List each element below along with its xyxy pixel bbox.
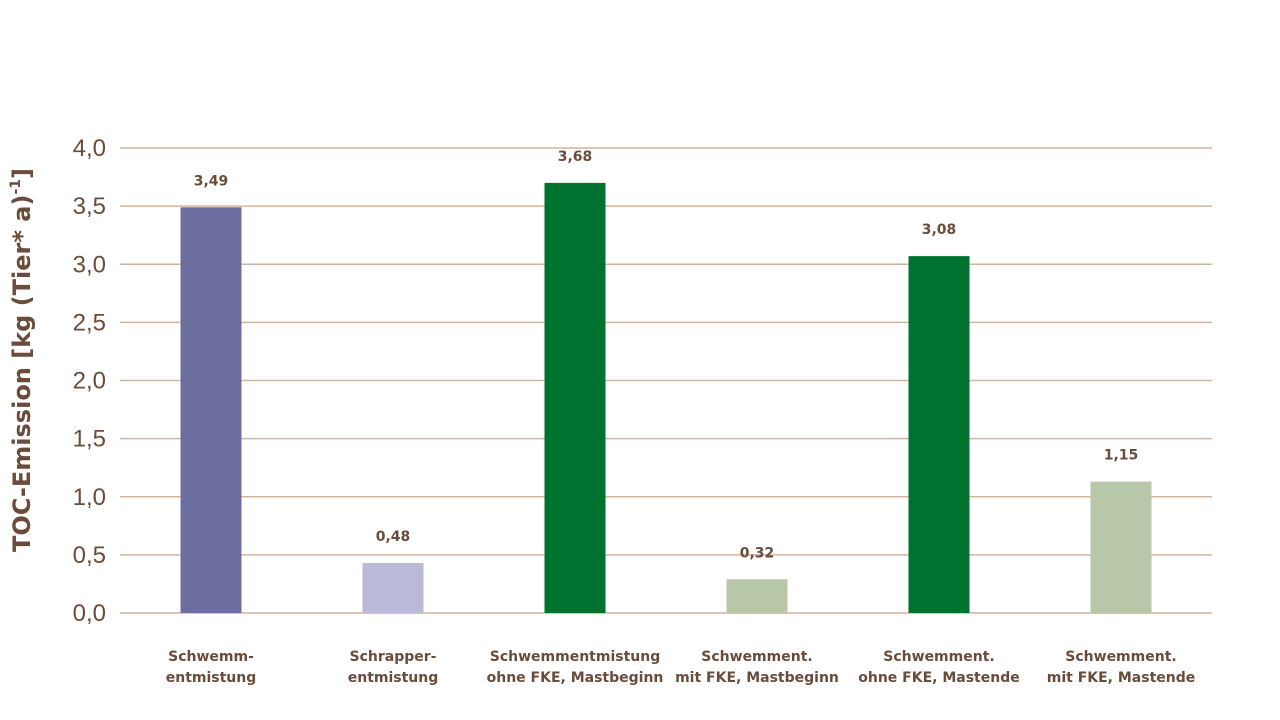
category-label: Schwemm-entmistung <box>166 649 257 686</box>
data-label: 1,15 <box>1104 448 1139 464</box>
category-label-line: mit FKE, Mastende <box>1047 670 1196 686</box>
category-labels: Schwemm-entmistungSchrapper-entmistungSc… <box>166 649 1196 686</box>
category-label-line: entmistung <box>348 670 439 686</box>
category-label-line: Schwemmentmistung <box>490 649 660 665</box>
y-axis-title: TOC-Emission [kg (Tier* a)-1] <box>8 168 36 552</box>
category-label-line: Schwemm- <box>168 649 254 665</box>
y-tick-label: 4,0 <box>73 135 106 162</box>
y-tick-label: 3,5 <box>73 193 106 220</box>
category-label-line: Schrapper- <box>350 649 437 665</box>
category-label-line: Schwemment. <box>1065 649 1176 665</box>
category-label: Schwemment. ohne FKE, Mastende <box>858 649 1019 686</box>
data-label: 3,68 <box>558 149 593 165</box>
category-label-line: entmistung <box>166 670 257 686</box>
data-label: 3,08 <box>922 222 957 238</box>
y-tick-label: 2,0 <box>73 368 106 395</box>
category-label: Schwemment. mit FKE, Mastende <box>1047 649 1196 686</box>
category-label-line: ohne FKE, Mastende <box>858 670 1019 686</box>
gridlines <box>120 147 1212 614</box>
y-tick-label: 2,5 <box>73 309 106 336</box>
bars <box>180 182 1152 613</box>
y-tick-label: 1,0 <box>73 484 106 511</box>
y-axis-title-main: TOC-Emission [kg (Tier* a) <box>8 195 36 552</box>
y-tick-label: 1,5 <box>73 426 106 453</box>
bar <box>362 563 424 613</box>
y-tick-label: 3,0 <box>73 251 106 278</box>
category-label-line: Schwemment. <box>883 649 994 665</box>
data-label: 0,48 <box>376 529 411 545</box>
bar <box>1090 481 1152 613</box>
category-label-line: mit FKE, Mastbeginn <box>675 670 839 686</box>
bar <box>544 182 606 613</box>
data-label: 0,32 <box>740 545 775 561</box>
y-axis-title-exponent: -1 <box>8 179 24 195</box>
data-label: 3,49 <box>194 173 229 189</box>
y-tick-label: 0,0 <box>73 600 106 627</box>
y-tick-label: 0,5 <box>73 542 106 569</box>
category-label-line: ohne FKE, Mastbeginn <box>487 670 664 686</box>
y-axis-title-close: ] <box>8 168 36 179</box>
value-labels: 3,49 0,48 3,68 0,32 3,08 1,15 <box>194 149 1139 561</box>
y-tick-labels: 0,0 0,5 1,0 1,5 2,0 2,5 3,0 3,5 4,0 <box>73 135 106 627</box>
category-label-line: Schwemment. <box>701 649 812 665</box>
category-label: Schwemmentmistung ohne FKE, Mastbeginn <box>487 649 664 686</box>
category-label: Schwemment. mit FKE, Mastbeginn <box>675 649 839 686</box>
category-label: Schrapper-entmistung <box>348 649 439 686</box>
bar <box>908 256 970 613</box>
bar <box>180 207 242 613</box>
bar <box>726 579 788 613</box>
